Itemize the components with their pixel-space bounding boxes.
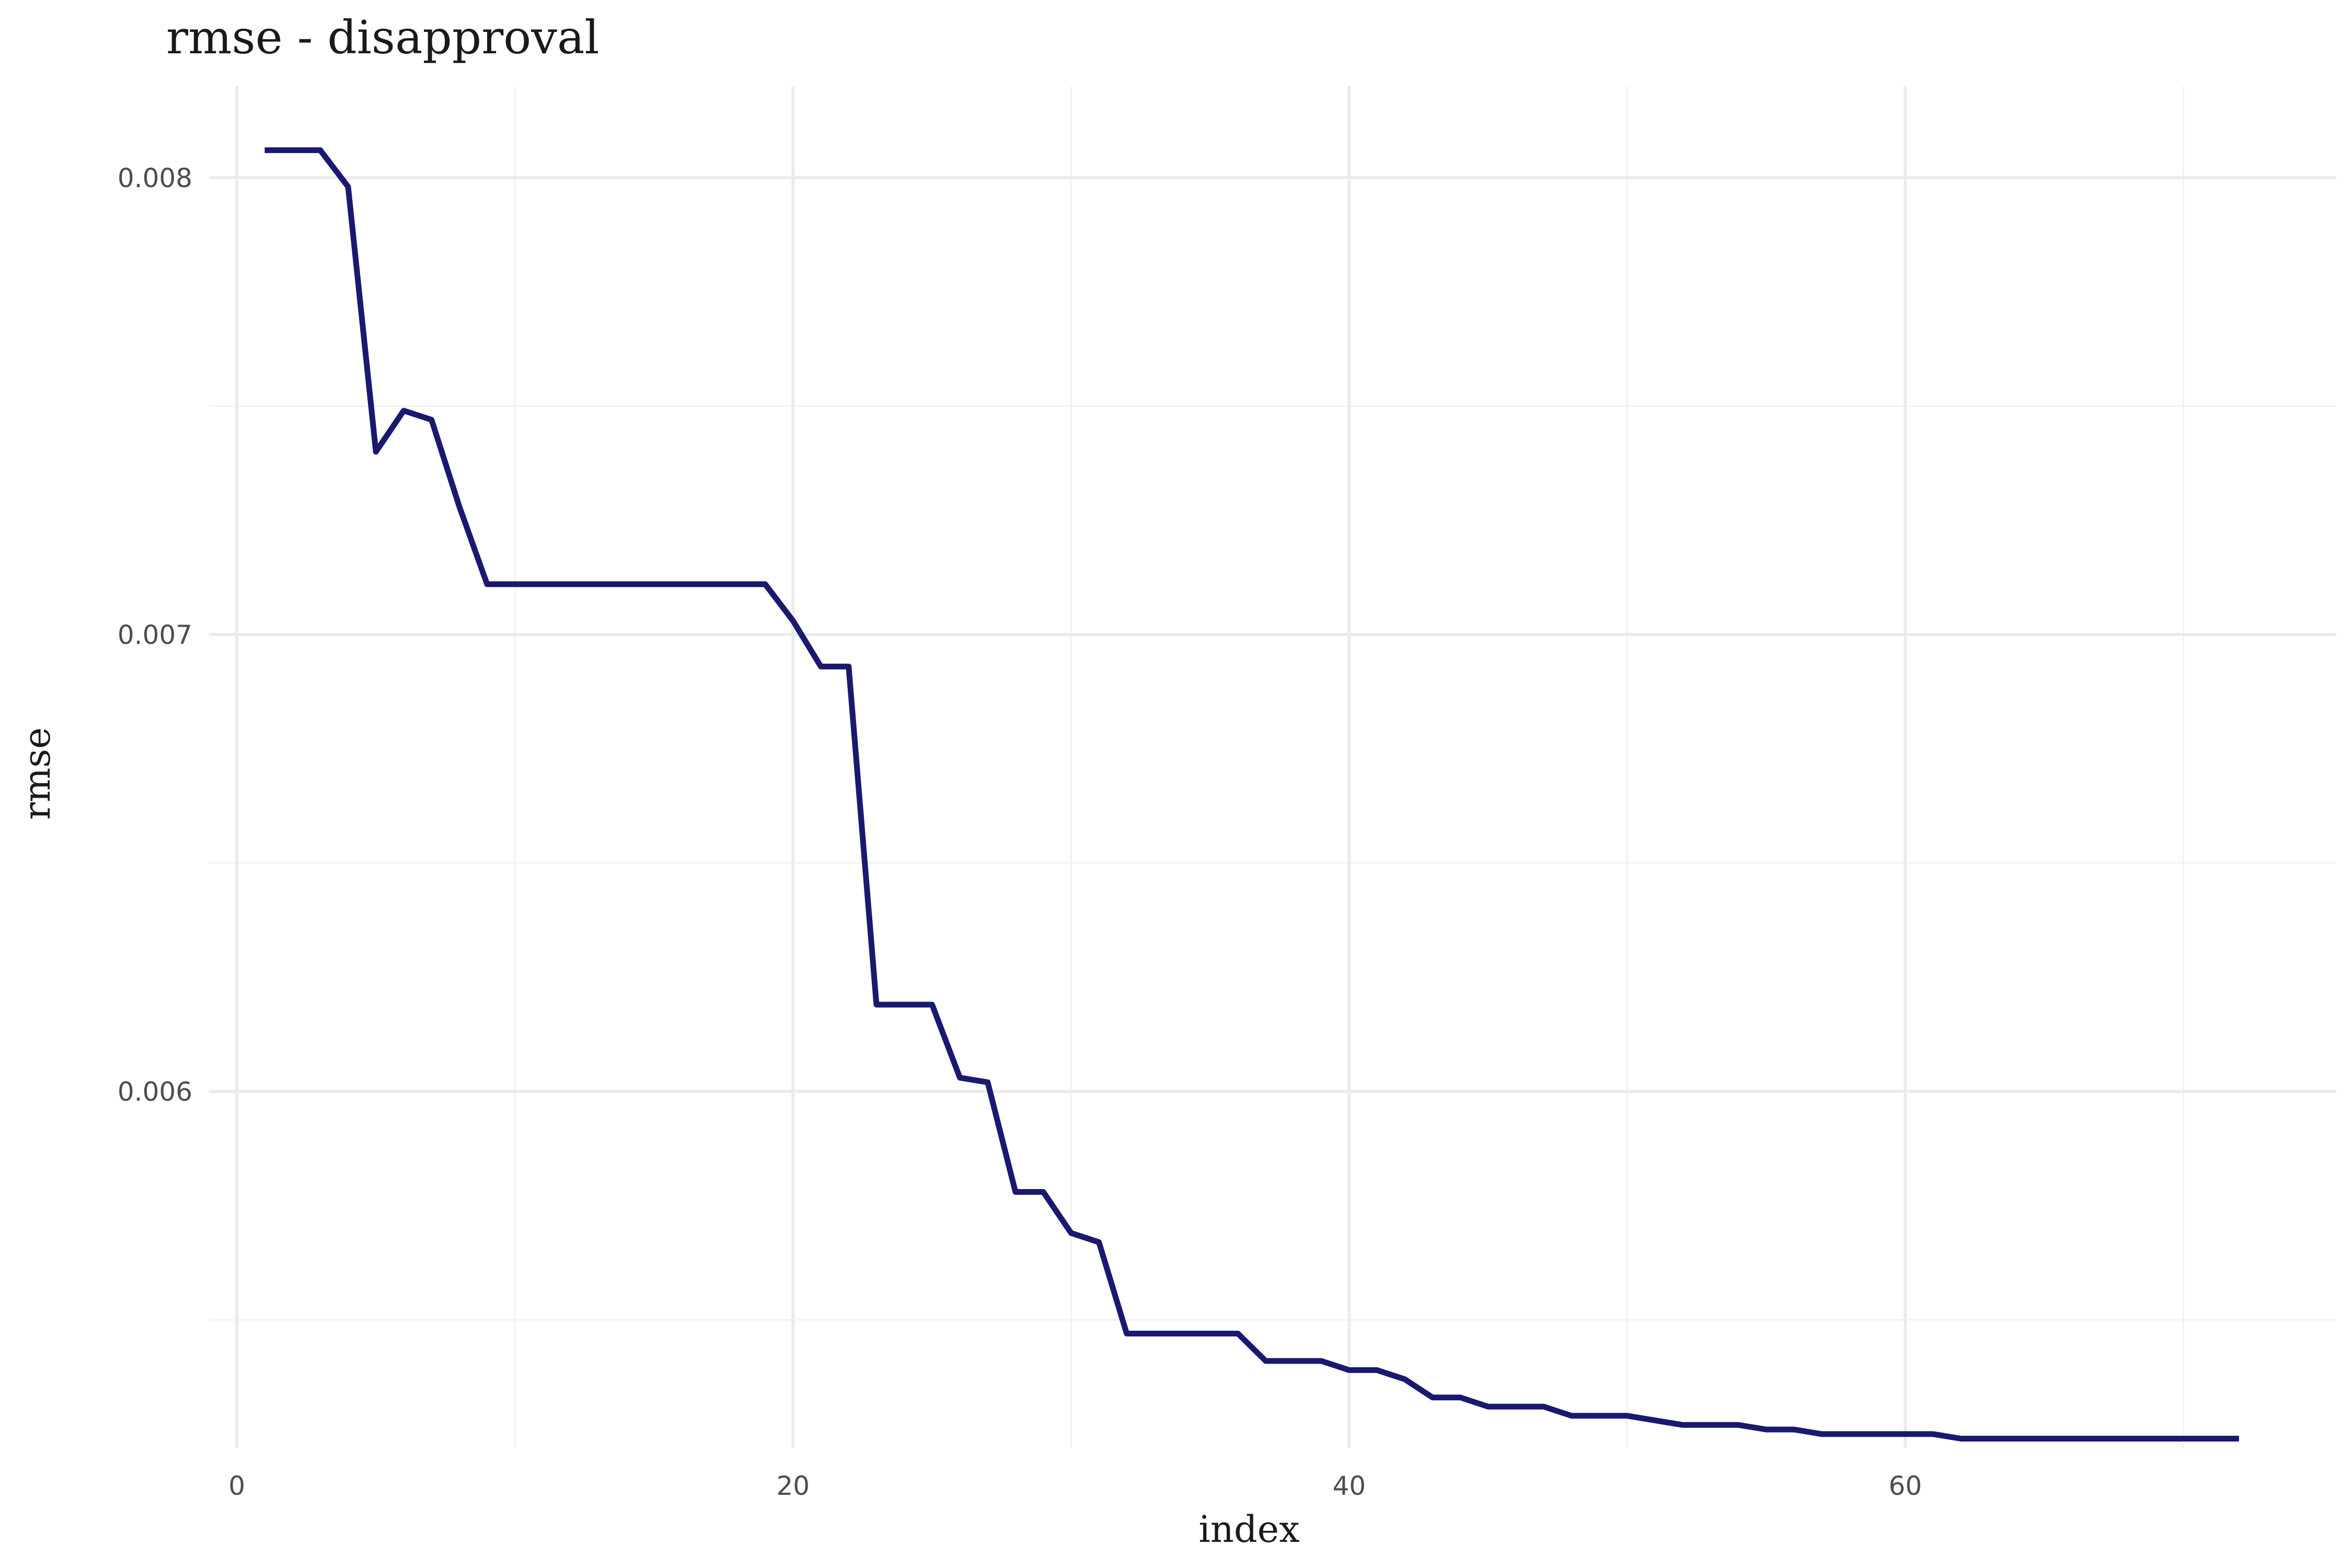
x-tick-label: 0 xyxy=(228,1471,245,1501)
x-axis-title: index xyxy=(1198,1508,1299,1551)
x-tick-label: 20 xyxy=(776,1471,810,1501)
y-tick-label: 0.008 xyxy=(118,163,192,193)
series-line xyxy=(264,147,2239,1442)
y-axis-title: rmse xyxy=(16,727,59,820)
major-gridlines xyxy=(209,86,2336,1448)
x-tick-label: 60 xyxy=(1889,1471,1922,1501)
y-tick-label: 0.007 xyxy=(118,620,192,650)
chart-title: rmse - disapproval xyxy=(166,10,599,64)
series-layer xyxy=(264,147,2239,1442)
x-tick-label: 40 xyxy=(1332,1471,1366,1501)
y-tick-label: 0.006 xyxy=(118,1077,192,1107)
minor-gridlines xyxy=(209,86,2336,1448)
y-axis-tick-labels: 0.006 0.007 0.008 xyxy=(118,163,192,1107)
x-axis-tick-labels: 0 20 40 60 xyxy=(228,1471,1922,1501)
